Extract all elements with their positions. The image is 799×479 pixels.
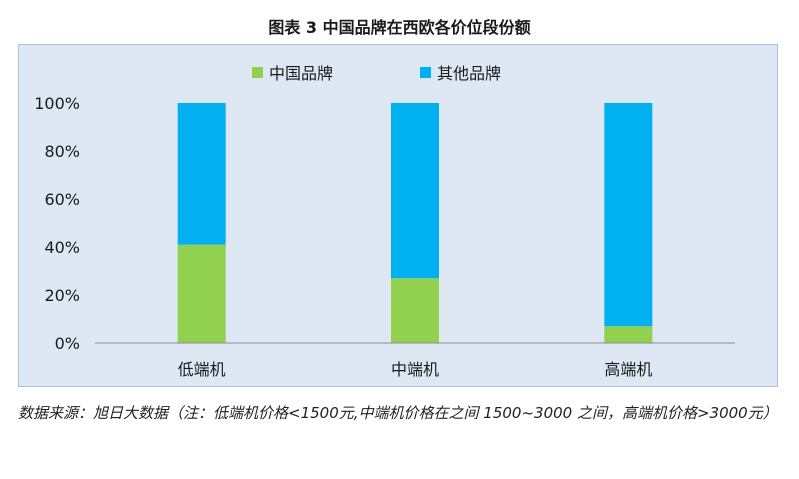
x-tick-label: 低端机 (178, 360, 226, 379)
source-note: 数据来源：旭日大数据（注：低端机价格<1500元,中端机价格在之间 1500~3… (18, 404, 778, 422)
legend-swatch (420, 67, 431, 78)
legend: 中国品牌 其他品牌 (252, 64, 501, 83)
stacked-bar-chart: 中国品牌 其他品牌 0% 20% 40% 60% 80% 100% 低端机 中端机 高端机 (34, 64, 735, 379)
x-tick-label: 中端机 (391, 360, 439, 379)
x-axis: 低端机 中端机 高端机 (95, 342, 735, 379)
bar-chinese-brand (177, 244, 226, 343)
y-tick-label: 60% (44, 190, 80, 209)
y-tick-label: 0% (55, 334, 80, 353)
y-tick-label: 80% (44, 142, 80, 161)
bar-other-brand (391, 103, 439, 279)
legend-label: 中国品牌 (269, 64, 333, 83)
legend-label: 其他品牌 (437, 64, 501, 83)
y-axis: 0% 20% 40% 60% 80% 100% (34, 94, 80, 353)
bar-other-brand (177, 103, 226, 245)
bar-other-brand (604, 103, 653, 327)
y-tick-label: 40% (44, 238, 80, 257)
y-tick-label: 20% (44, 286, 80, 305)
y-tick-label: 100% (34, 94, 80, 113)
bar-chinese-brand (604, 326, 653, 343)
bar-chinese-brand (391, 278, 439, 343)
legend-swatch (252, 67, 263, 78)
figure-title: 图表 3 中国品牌在西欧各价位段份额 (268, 18, 531, 37)
bars (177, 103, 653, 343)
x-tick-label: 高端机 (604, 360, 652, 379)
